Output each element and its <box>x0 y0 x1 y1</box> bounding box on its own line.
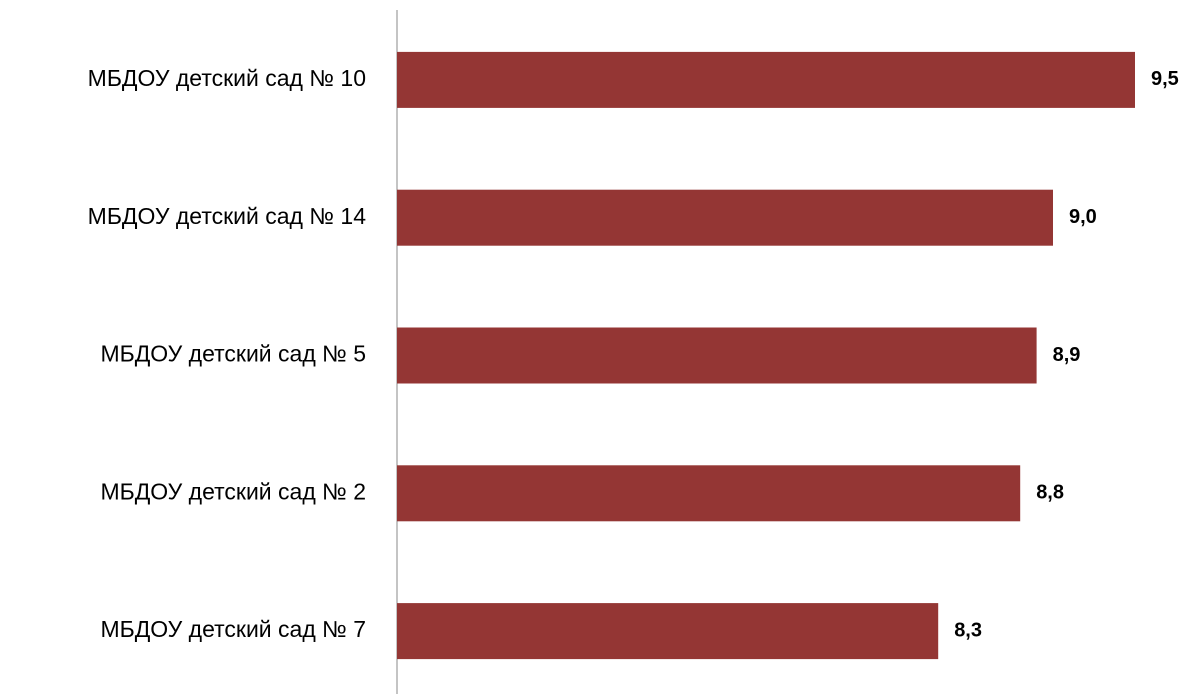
value-label: 8,9 <box>1053 344 1081 366</box>
bar <box>397 465 1021 522</box>
value-label: 9,0 <box>1069 206 1097 228</box>
category-label: МБДОУ детский сад № 7 <box>100 616 366 642</box>
value-label: 8,3 <box>954 619 982 641</box>
value-label: 9,5 <box>1151 68 1179 90</box>
category-label: МБДОУ детский сад № 2 <box>100 478 366 504</box>
bar <box>397 51 1135 108</box>
value-label: 8,8 <box>1036 482 1064 504</box>
category-label: МБДОУ детский сад № 10 <box>88 65 366 91</box>
bar <box>397 327 1037 384</box>
bar <box>397 603 939 660</box>
bar <box>397 189 1053 246</box>
category-label: МБДОУ детский сад № 14 <box>88 203 367 229</box>
category-label: МБДОУ детский сад № 5 <box>100 341 366 367</box>
